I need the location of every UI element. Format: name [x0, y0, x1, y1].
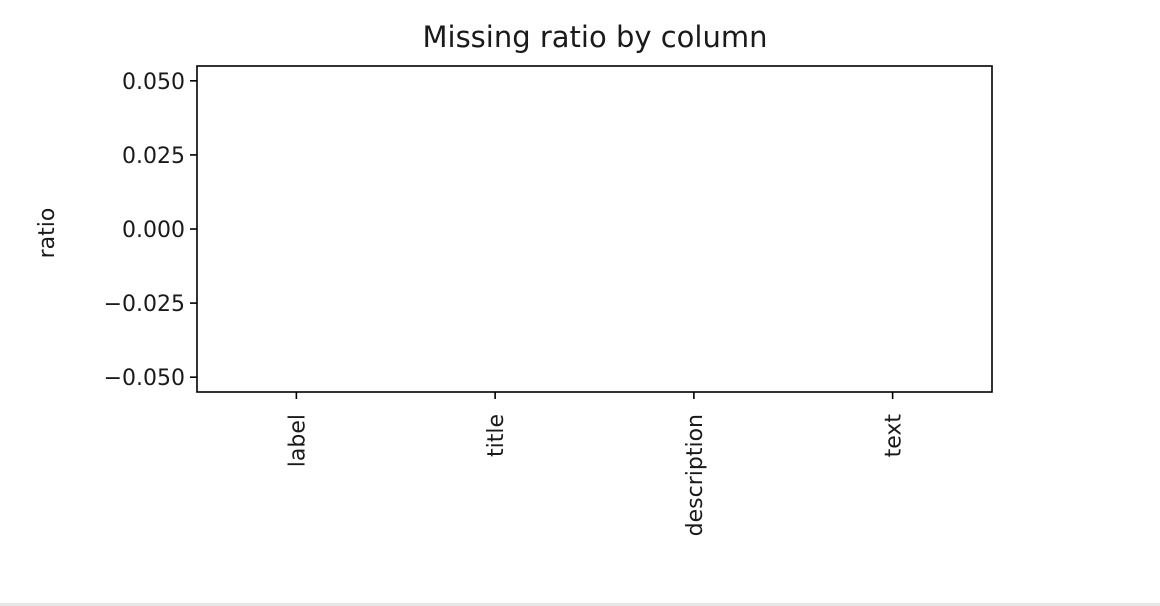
y-tick-label: −0.025	[104, 292, 185, 317]
y-tick-label: −0.050	[104, 366, 185, 391]
x-tick-label-label: label	[285, 414, 310, 467]
y-tick-label: 0.025	[122, 144, 185, 169]
x-tick-label-title: title	[484, 414, 509, 457]
y-axis-label: ratio	[35, 208, 60, 259]
y-tick-label: 0.050	[122, 70, 185, 95]
x-tick-label-text: text	[882, 414, 907, 458]
x-axis-ticks: label title description text	[285, 392, 907, 536]
bottom-divider	[0, 603, 1160, 606]
y-axis-ticks: 0.050 0.025 0.000 −0.025 −0.050	[104, 70, 197, 391]
chart-title: Missing ratio by column	[423, 20, 768, 54]
plot-area-frame	[196, 65, 993, 393]
y-tick-label: 0.000	[122, 218, 185, 243]
x-tick-label-description: description	[683, 414, 708, 536]
